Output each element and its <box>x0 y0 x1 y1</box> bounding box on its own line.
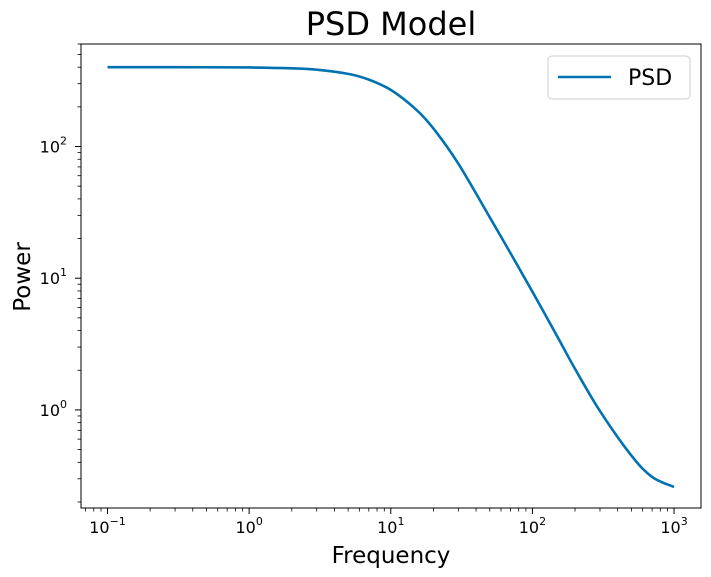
x-tick-label: 103 <box>660 515 687 537</box>
y-tick-label: 101 <box>40 266 67 288</box>
x-tick-label: 102 <box>519 515 546 537</box>
y-axis-label: Power <box>10 242 36 312</box>
legend: PSD <box>547 55 691 100</box>
series-line-psd <box>107 65 675 489</box>
legend-label-psd: PSD <box>628 66 672 91</box>
chart-title: PSD Model <box>306 5 477 43</box>
plot-area-frame <box>80 43 702 509</box>
x-axis: 10−1 100 101 102 103 <box>85 508 688 537</box>
x-tick-label: 101 <box>377 515 404 537</box>
x-tick-label: 10−1 <box>89 515 126 537</box>
y-tick-label: 100 <box>40 398 67 420</box>
y-tick-label: 102 <box>40 134 67 156</box>
y-axis: 100 101 102 <box>40 43 81 503</box>
series-layer <box>107 65 675 489</box>
legend-box <box>547 55 691 100</box>
x-tick-label: 100 <box>235 515 262 537</box>
x-axis-label: Frequency <box>332 543 451 569</box>
